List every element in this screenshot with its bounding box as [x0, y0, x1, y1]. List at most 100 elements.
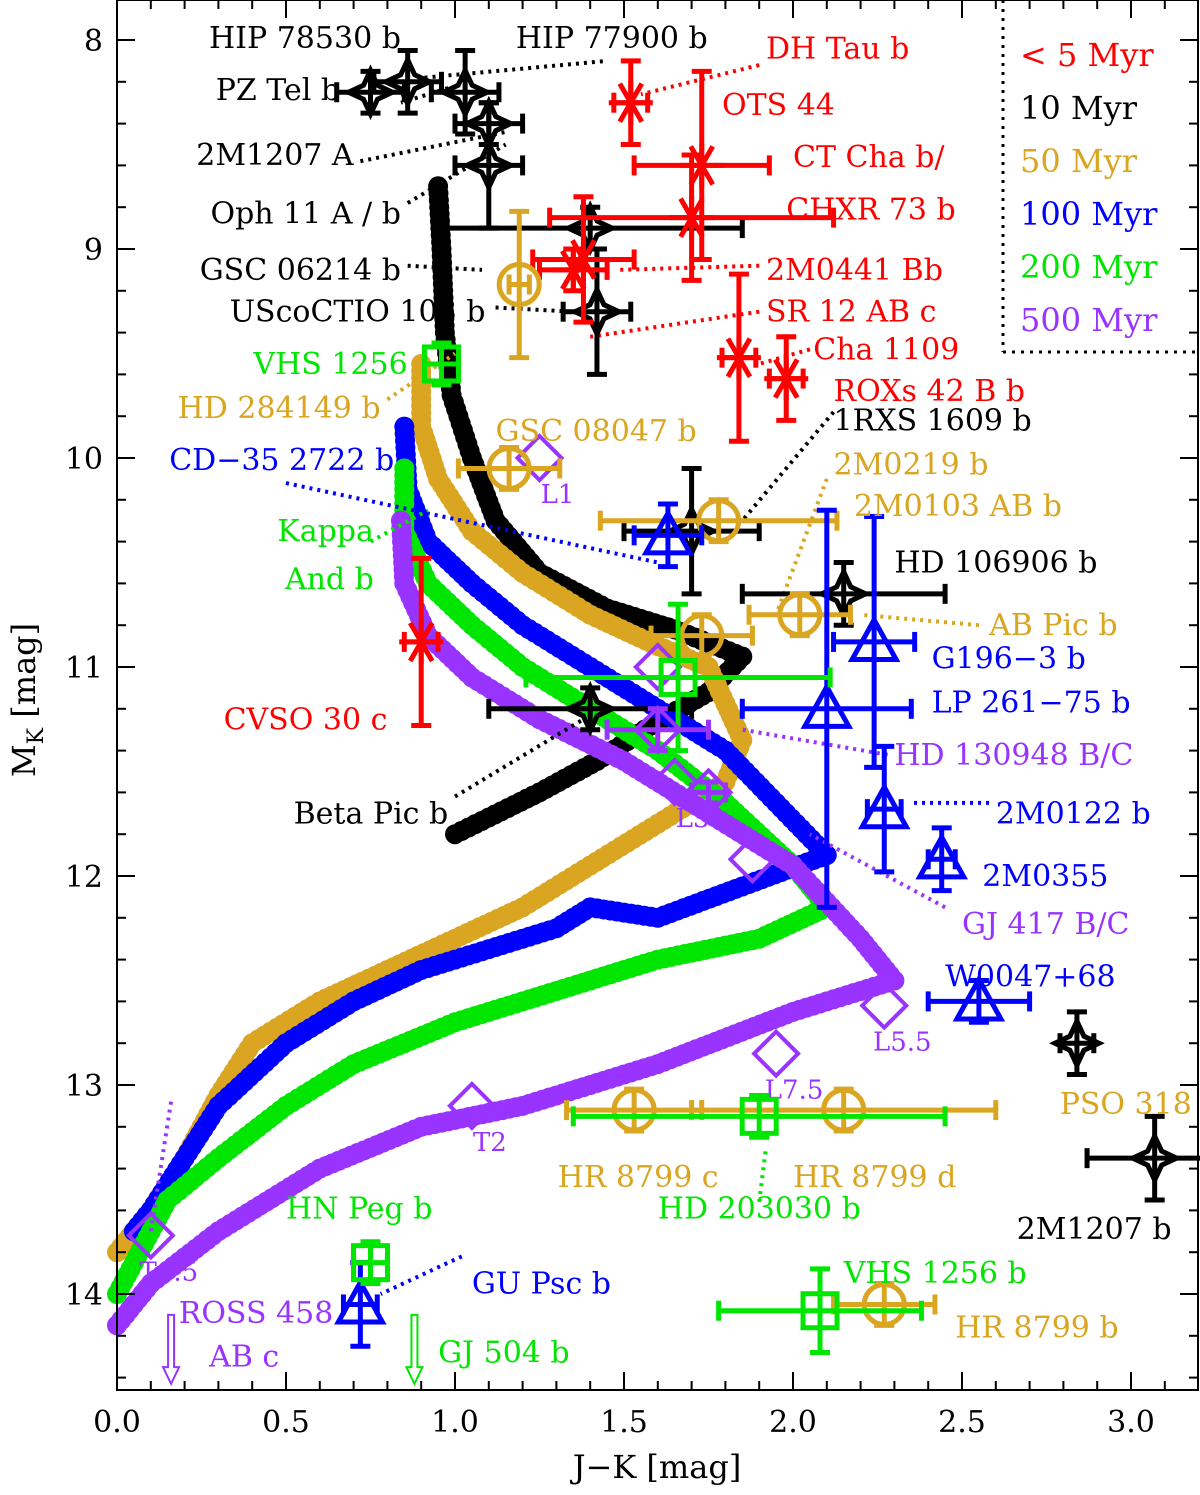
object-marker — [611, 1087, 657, 1133]
object-hr-8799-b — [831, 1281, 938, 1328]
y-tick-label: 10 — [65, 442, 103, 477]
object-label-and-b: And b — [284, 562, 374, 597]
object-cd-35-2722-b — [631, 501, 705, 570]
object-label-w0047-68: W0047+68 — [945, 959, 1116, 994]
leader-line — [740, 410, 836, 522]
spectral-standard-marker — [125, 1210, 176, 1261]
object-label-dh-tau-b: DH Tau b — [766, 31, 909, 66]
object-pso-318 — [1049, 1009, 1105, 1078]
x-tick-label: 2.5 — [938, 1405, 986, 1440]
x-tick-label: 3.0 — [1107, 1405, 1155, 1440]
object-label-vhs-1256: VHS 1256 — [252, 347, 407, 382]
object-label-cvso-30-c: CVSO 30 c — [224, 702, 388, 737]
object-marker — [716, 335, 761, 380]
object-hr-8799-d — [689, 1086, 999, 1134]
object-label-gsc-08047-b: GSC 08047 b — [496, 414, 697, 449]
object-2m0219-b — [597, 497, 840, 545]
object-label-hd-130948-b-c: HD 130948 B/C — [894, 738, 1133, 773]
leader-line — [860, 612, 980, 628]
object-dh-tau-b — [608, 58, 653, 147]
object-marker — [608, 80, 653, 125]
object-ct-cha-b-chxr-73-b — [547, 152, 837, 283]
leader-line — [369, 508, 429, 544]
object-w0047-68 — [925, 974, 1033, 1025]
object-label-gj-504-b: GJ 504 b — [438, 1336, 570, 1371]
object-label-gu-psc-b: GU Psc b — [472, 1267, 611, 1302]
object-label-vhs-1256-b: VHS 1256 b — [843, 1256, 1027, 1291]
object-label-hn-peg-b: HN Peg b — [286, 1191, 432, 1226]
object-marker — [679, 143, 724, 188]
leader-line — [148, 1101, 174, 1232]
spectral-standard-marker — [447, 1081, 497, 1131]
y-axis-title: MK [mag] — [5, 623, 49, 777]
object-marker — [421, 344, 461, 384]
object-pz-tel-b — [334, 64, 407, 121]
object-label-hr-8799-b: HR 8799 b — [955, 1310, 1118, 1345]
leader-line — [453, 717, 585, 799]
object-g196-3-b — [831, 514, 918, 770]
object-2m0122-b — [858, 743, 911, 875]
object-lp-261-75-b — [739, 507, 914, 910]
leader-line — [617, 263, 760, 272]
x-tick-label: 1.5 — [600, 1405, 648, 1440]
upper-limit-arrow — [404, 1313, 425, 1387]
object-label-hr-8799-c: HR 8799 c — [558, 1160, 719, 1195]
object-marker — [679, 613, 725, 659]
object-label-2m0219-b: 2M0219 b — [834, 447, 989, 482]
object-hip-78530-b — [371, 47, 444, 116]
y-axis-title-sub: K — [24, 727, 49, 744]
object-label-hd-203030-b: HD 203030 b — [658, 1191, 861, 1226]
leader-line — [379, 1254, 463, 1296]
object-label-hd-284149-b: HD 284149 b — [178, 391, 381, 426]
object-labels: HIP 78530 b HIP 77900 b PZ Tel b 2M1207 A Op… — [169, 21, 1192, 1375]
object-marker — [342, 64, 399, 121]
spectral-standard-l1: L1 — [514, 433, 574, 510]
object-label-oph-11-a-b: Oph 11 A / b — [210, 196, 400, 231]
object-label-ots-44: OTS 44 — [722, 88, 835, 123]
object-2m0355 — [915, 825, 968, 894]
object-cha-1109 — [716, 271, 761, 444]
object-label-pz-tel-b: PZ Tel b — [216, 73, 340, 108]
object-label-gj-417-b-c: GJ 417 B/C — [962, 907, 1129, 942]
object-2m0441-bb — [530, 194, 637, 325]
object-marker — [486, 445, 532, 491]
object-label-2m1207-a: 2M1207 A — [196, 138, 354, 173]
y-tick-label: 12 — [65, 860, 103, 895]
spectral-standard-marker — [727, 834, 778, 885]
object-marker — [861, 1281, 907, 1327]
object-marker — [399, 619, 444, 664]
object-marker — [334, 1277, 387, 1325]
leader-line — [386, 351, 457, 402]
legend-entry-100-myr: 100 Myr — [1020, 195, 1158, 233]
y-tick-label: 13 — [65, 1069, 103, 1104]
object-label-2m0122-b: 2M0122 b — [996, 796, 1151, 831]
object-label-hip-77900-b: HIP 77900 b — [516, 21, 708, 56]
leader-line — [757, 1147, 768, 1203]
object-label-hip-78530-b: HIP 78530 b — [209, 21, 401, 56]
object-marker — [669, 195, 714, 240]
object-hd-203030-b — [570, 1092, 948, 1140]
field-sequence-200-myr — [107, 458, 837, 1304]
spectral-standard-marker — [649, 757, 700, 807]
object-label-beta-pic-b: Beta Pic b — [294, 796, 449, 831]
legend-entry-200-myr: 200 Myr — [1020, 248, 1158, 286]
legend-entry-500-myr: 500 Myr — [1020, 301, 1158, 339]
object-marker — [437, 64, 494, 121]
spectral-standard-unlabeled — [727, 834, 778, 885]
object-marker — [739, 1096, 779, 1136]
spectral-standard-l3: L3 — [649, 757, 710, 834]
object-vhs-1256-b — [716, 1266, 924, 1356]
spectral-standard-marker — [514, 433, 565, 483]
y-tick-label: 9 — [84, 233, 103, 268]
object-2m1207-b — [1084, 1113, 1200, 1203]
object-marker — [952, 974, 1006, 1022]
object-hn-peg-b — [351, 1239, 390, 1287]
object-marker — [821, 1087, 867, 1133]
spectral-standard-l5-5: L5.5 — [859, 980, 932, 1058]
object-label-2m0355: 2M0355 — [982, 859, 1108, 894]
object-ab-pic-b — [746, 591, 853, 639]
object-label-roxs-42-b-b: ROXs 42 B b — [834, 374, 1025, 409]
object-label-2m0103-ab-b: 2M0103 AB b — [854, 489, 1062, 524]
spectral-standard-marker — [859, 980, 910, 1031]
y-axis-title-rest: [mag] — [5, 623, 43, 728]
